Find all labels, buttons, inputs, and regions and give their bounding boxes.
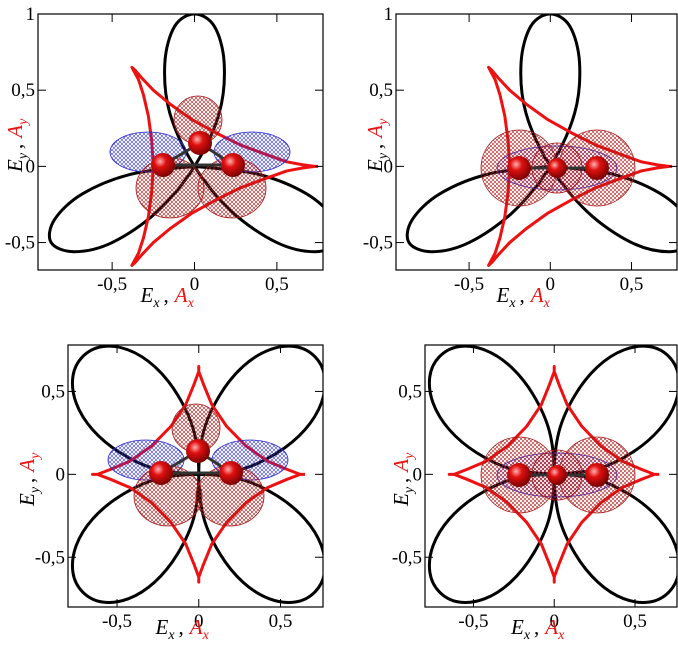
y-tick-label: 0,5 — [369, 80, 393, 101]
y-tick-label: -0,5 — [5, 233, 35, 254]
axis-label-part: E — [389, 493, 413, 507]
axis-label-part: x — [543, 296, 551, 311]
axis-label-part: E — [510, 615, 524, 639]
axis-label-part: y — [402, 452, 417, 461]
x-tick-label: 0,5 — [269, 611, 293, 632]
axis-label: Ey, Ay — [363, 118, 391, 173]
y-tick-label: 0 — [413, 464, 423, 485]
y-tick-label: 0,5 — [41, 381, 65, 402]
axis-label-part: A — [543, 615, 558, 639]
axis-label-part: y — [376, 152, 391, 161]
axis-label: Ex,Ax — [140, 283, 195, 311]
axis-label-part: y — [16, 118, 31, 127]
axis-label-part: x — [557, 628, 565, 643]
y-tick-label: 0,5 — [398, 381, 422, 402]
y-tick-label: -0,5 — [392, 547, 422, 568]
axis-label-part: y — [28, 486, 43, 495]
axis-label: Ex,Ax — [155, 615, 210, 643]
figure: -0,500,5-0,500,51Ex,AxEy,Ay-0,500,5-0,50… — [0, 0, 678, 656]
axis-label-part: A — [529, 283, 544, 307]
x-tick-label: 0,5 — [620, 274, 644, 295]
axis-label-part: , — [389, 478, 413, 483]
page: Field and vector potential curves {"char… — [0, 0, 678, 656]
axis-label-part: E — [363, 159, 387, 173]
axis-label-part: y — [402, 486, 417, 495]
axis-label-part: x — [202, 628, 210, 643]
axis-label: Ey, Ay — [15, 452, 43, 507]
axis-label-part: x — [523, 628, 531, 643]
axis-label-part: , — [363, 144, 387, 149]
axis-label-part: , — [179, 615, 184, 639]
molecule — [481, 130, 635, 206]
axis-label-part: A — [389, 459, 413, 474]
axis-label-part: , — [3, 144, 27, 149]
axis-label-part: x — [508, 296, 516, 311]
axis-label-part: x — [167, 628, 175, 643]
axis-label-part: , — [520, 283, 525, 307]
axis-label-part: , — [15, 478, 39, 483]
y-tick-label: 0 — [56, 464, 66, 485]
y-tick-label: 1 — [384, 4, 394, 25]
y-tick-label: -0,5 — [35, 547, 65, 568]
y-tick-label: 0,5 — [11, 80, 35, 101]
axis-label-part: A — [188, 615, 203, 639]
axis-label-part: A — [3, 125, 27, 140]
axis-label-part: E — [155, 615, 169, 639]
axis-label: Ex,Ax — [510, 615, 565, 643]
page-body: -0,500,5-0,500,51Ex,AxEy,Ay-0,500,5-0,50… — [0, 0, 678, 656]
axis-label: Ey, Ay — [3, 118, 31, 173]
axis-label-part: E — [15, 493, 39, 507]
x-tick-label: 0,5 — [623, 611, 647, 632]
x-tick-label: 0 — [546, 274, 556, 295]
axis-label-part: E — [3, 159, 27, 173]
x-tick-label: -0,5 — [454, 274, 484, 295]
axis-label-part: , — [164, 283, 169, 307]
axis-label-part: A — [15, 459, 39, 474]
axis-label-part: E — [140, 283, 154, 307]
axis-label-part: A — [363, 125, 387, 140]
axis-label-part: x — [187, 296, 195, 311]
x-tick-label: 0,5 — [265, 274, 289, 295]
axis-label-part: y — [376, 118, 391, 127]
axis-label: Ey, Ay — [389, 452, 417, 507]
axis-label-part: x — [152, 296, 160, 311]
molecule — [481, 437, 635, 513]
axis-label-part: y — [16, 152, 31, 161]
axis-label-part: A — [173, 283, 188, 307]
x-tick-label: 0 — [190, 274, 200, 295]
axis-label-part: y — [28, 452, 43, 461]
y-tick-label: 1 — [26, 4, 36, 25]
axis-label-part: E — [496, 283, 510, 307]
axis-label-part: , — [534, 615, 539, 639]
x-tick-label: -0,5 — [102, 611, 132, 632]
axis-label: Ex,Ax — [496, 283, 551, 311]
y-tick-label: -0,5 — [363, 233, 393, 254]
x-tick-label: -0,5 — [458, 611, 488, 632]
x-tick-label: -0,5 — [97, 274, 127, 295]
